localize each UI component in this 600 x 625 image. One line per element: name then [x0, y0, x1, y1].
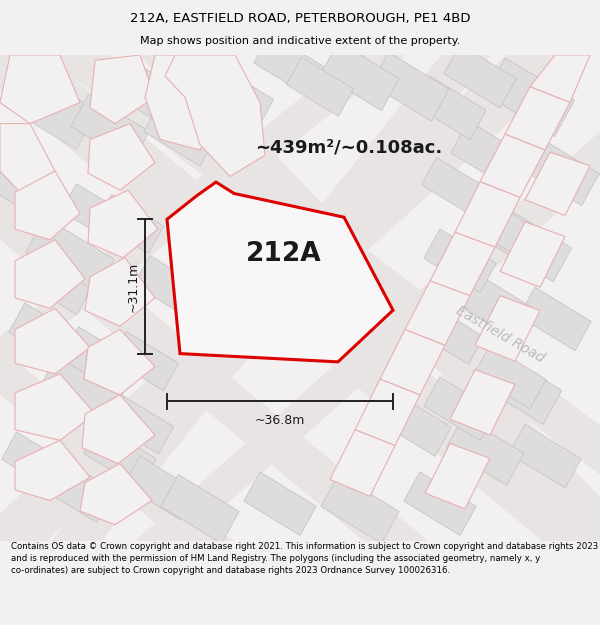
- Polygon shape: [134, 256, 206, 319]
- Polygon shape: [0, 124, 55, 192]
- Polygon shape: [530, 55, 590, 102]
- Polygon shape: [321, 474, 399, 543]
- Polygon shape: [161, 474, 239, 543]
- Polygon shape: [15, 171, 80, 240]
- Polygon shape: [455, 182, 520, 247]
- Polygon shape: [89, 0, 600, 584]
- Polygon shape: [15, 308, 90, 374]
- Polygon shape: [451, 269, 529, 338]
- Polygon shape: [90, 52, 600, 606]
- Polygon shape: [425, 444, 490, 509]
- Text: ~36.8m: ~36.8m: [255, 414, 305, 427]
- Polygon shape: [97, 194, 163, 254]
- Polygon shape: [26, 217, 114, 294]
- Polygon shape: [144, 102, 216, 166]
- Text: 212A: 212A: [246, 241, 322, 267]
- Polygon shape: [0, 158, 69, 227]
- Polygon shape: [405, 281, 470, 346]
- Polygon shape: [107, 395, 173, 454]
- Polygon shape: [521, 137, 599, 206]
- Polygon shape: [15, 374, 95, 441]
- Polygon shape: [84, 329, 155, 395]
- Polygon shape: [112, 332, 178, 391]
- Polygon shape: [380, 329, 445, 395]
- Polygon shape: [167, 182, 393, 362]
- Text: 212A, EASTFIELD ROAD, PETERBOROUGH, PE1 4BD: 212A, EASTFIELD ROAD, PETERBOROUGH, PE1 …: [130, 12, 470, 25]
- Polygon shape: [422, 158, 488, 216]
- Polygon shape: [2, 66, 97, 149]
- Polygon shape: [525, 152, 590, 216]
- Polygon shape: [2, 432, 68, 491]
- Polygon shape: [62, 184, 128, 243]
- Polygon shape: [485, 58, 575, 137]
- Polygon shape: [371, 52, 449, 121]
- Polygon shape: [244, 472, 316, 536]
- Polygon shape: [446, 416, 524, 486]
- Polygon shape: [9, 303, 81, 366]
- Text: Map shows position and indicative extent of the property.: Map shows position and indicative extent…: [140, 36, 460, 46]
- Text: Eastfield Road: Eastfield Road: [454, 304, 547, 366]
- Polygon shape: [451, 121, 529, 190]
- Polygon shape: [0, 0, 509, 448]
- Text: ~31.1m: ~31.1m: [127, 261, 140, 312]
- Polygon shape: [15, 240, 85, 308]
- Polygon shape: [0, 0, 515, 625]
- Polygon shape: [88, 190, 158, 258]
- Polygon shape: [165, 55, 265, 176]
- Polygon shape: [206, 68, 274, 127]
- Polygon shape: [124, 456, 196, 519]
- Polygon shape: [505, 87, 570, 150]
- Polygon shape: [29, 260, 91, 314]
- Polygon shape: [84, 424, 156, 488]
- Polygon shape: [82, 395, 155, 464]
- Polygon shape: [478, 351, 562, 424]
- Polygon shape: [254, 34, 326, 98]
- Polygon shape: [38, 356, 122, 429]
- Polygon shape: [0, 0, 600, 504]
- Polygon shape: [509, 424, 581, 488]
- Polygon shape: [0, 154, 600, 625]
- Polygon shape: [444, 44, 516, 108]
- Polygon shape: [145, 55, 230, 150]
- Polygon shape: [113, 61, 197, 134]
- Polygon shape: [71, 94, 149, 163]
- Polygon shape: [0, 315, 600, 625]
- Polygon shape: [404, 472, 476, 536]
- Polygon shape: [474, 345, 546, 409]
- Polygon shape: [80, 464, 152, 525]
- Polygon shape: [416, 305, 484, 364]
- Polygon shape: [450, 369, 515, 435]
- Polygon shape: [414, 76, 486, 139]
- Polygon shape: [0, 55, 80, 124]
- Polygon shape: [88, 124, 155, 190]
- Polygon shape: [85, 258, 155, 326]
- Polygon shape: [355, 379, 420, 446]
- Polygon shape: [469, 198, 541, 261]
- Polygon shape: [475, 296, 540, 361]
- Polygon shape: [36, 453, 114, 522]
- Polygon shape: [161, 42, 239, 111]
- Text: Contains OS data © Crown copyright and database right 2021. This information is : Contains OS data © Crown copyright and d…: [11, 542, 598, 575]
- Polygon shape: [15, 441, 90, 501]
- Polygon shape: [500, 222, 565, 288]
- Polygon shape: [287, 57, 353, 116]
- Polygon shape: [330, 430, 395, 496]
- Polygon shape: [488, 208, 572, 282]
- Polygon shape: [61, 327, 139, 396]
- Polygon shape: [424, 377, 496, 441]
- Polygon shape: [379, 392, 451, 456]
- Polygon shape: [90, 55, 155, 124]
- Text: ~439m²/~0.108ac.: ~439m²/~0.108ac.: [255, 139, 442, 157]
- Polygon shape: [321, 42, 399, 111]
- Polygon shape: [480, 134, 545, 198]
- Polygon shape: [424, 229, 496, 292]
- Polygon shape: [519, 287, 591, 351]
- Polygon shape: [430, 232, 495, 296]
